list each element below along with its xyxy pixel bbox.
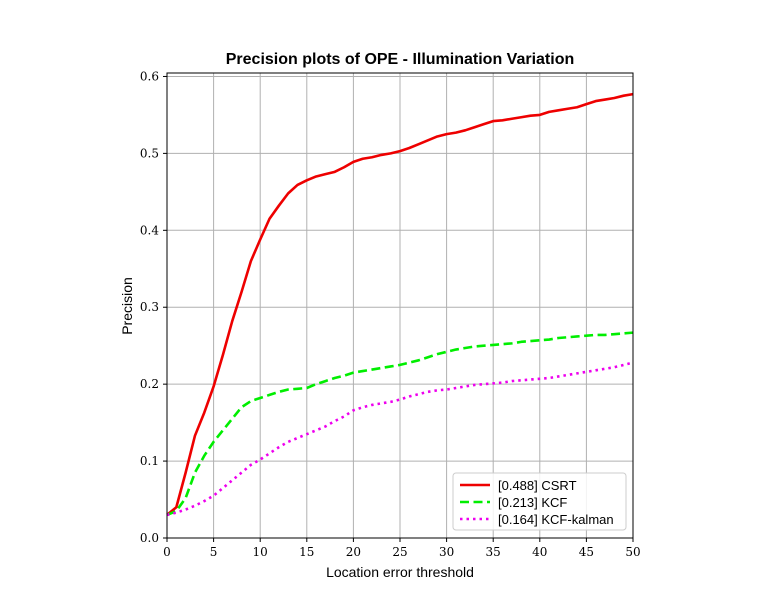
y-tick-label: 0.2 bbox=[140, 377, 159, 391]
x-tick-label: 15 bbox=[299, 545, 314, 559]
x-tick-label: 50 bbox=[625, 545, 640, 559]
series-line-1 bbox=[166, 92, 634, 516]
legend: [0.488] CSRT [0.213] KCF [0.164] KCF-kalma… bbox=[452, 472, 627, 531]
chart-title: Precision plots of OPE - Illumination Va… bbox=[226, 51, 575, 68]
legend-box bbox=[452, 472, 627, 531]
y-tick-label: 0.5 bbox=[140, 146, 159, 160]
legend-label-2: [0.213] KCF bbox=[498, 495, 567, 510]
y-tick-label: 0.0 bbox=[140, 531, 159, 545]
x-tick-label: 25 bbox=[392, 545, 407, 559]
legend-label-3: [0.164] KCF-kalman bbox=[498, 512, 614, 527]
y-tick-label: 0.3 bbox=[140, 300, 159, 314]
x-tick-label: 40 bbox=[532, 545, 547, 559]
x-tick-label: 30 bbox=[439, 545, 454, 559]
x-tick-label: 45 bbox=[579, 545, 594, 559]
axis-ticks: 0 5 10 15 20 25 30 35 40 45 50 0.0 0.1 0.2 0.3 0.4 0.5 0.… bbox=[140, 69, 641, 559]
legend-label-1: [0.488] CSRT bbox=[498, 478, 577, 493]
x-tick-label: 0 bbox=[163, 545, 171, 559]
y-tick-label: 0.4 bbox=[140, 223, 159, 237]
series-lines bbox=[166, 92, 634, 517]
x-tick-label: 10 bbox=[253, 545, 268, 559]
x-tick-label: 35 bbox=[486, 545, 501, 559]
y-axis-label: Precision bbox=[119, 277, 135, 335]
y-tick-label: 0.1 bbox=[140, 454, 159, 468]
x-axis-label: Location error threshold bbox=[326, 564, 474, 580]
series-line-2 bbox=[166, 331, 634, 517]
x-tick-label: 5 bbox=[210, 545, 218, 559]
x-tick-label: 20 bbox=[346, 545, 361, 559]
y-tick-label: 0.6 bbox=[140, 69, 159, 83]
